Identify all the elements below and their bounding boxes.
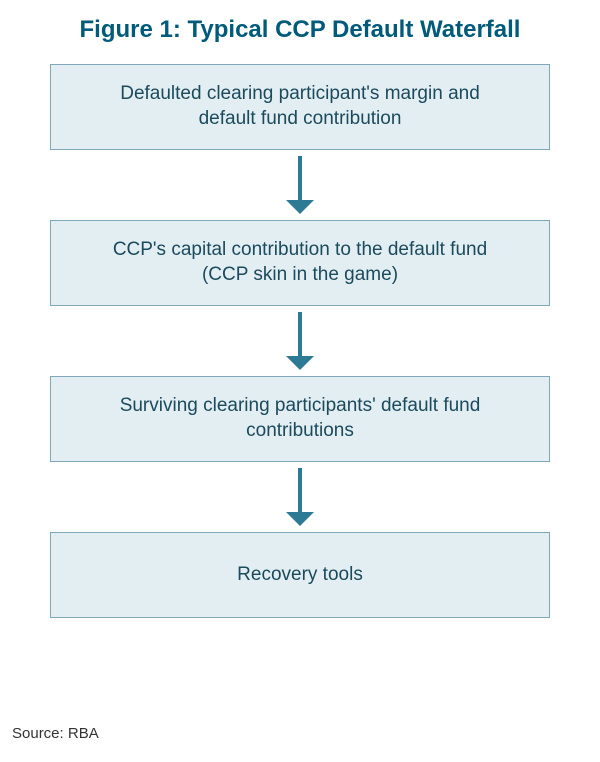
flow-arrow	[286, 150, 314, 220]
flow-node-label: Surviving clearing participants' default…	[91, 394, 509, 443]
flow-node-label: Recovery tools	[237, 563, 363, 588]
flow-node: Recovery tools	[50, 532, 550, 618]
flow-node-label: Defaulted clearing participant's margin …	[91, 82, 509, 131]
arrow-down-icon	[286, 468, 314, 526]
flow-node: CCP's capital contribution to the defaul…	[50, 220, 550, 306]
arrow-down-icon	[286, 156, 314, 214]
flow-node: Defaulted clearing participant's margin …	[50, 64, 550, 150]
flow-node: Surviving clearing participants' default…	[50, 376, 550, 462]
figure-title: Figure 1: Typical CCP Default Waterfall	[0, 0, 600, 64]
flow-arrow	[286, 306, 314, 376]
flow-node-label: CCP's capital contribution to the defaul…	[91, 238, 509, 287]
flow-arrow	[286, 462, 314, 532]
figure-source: Source: RBA	[12, 725, 99, 742]
arrow-down-icon	[286, 312, 314, 370]
flowchart: Defaulted clearing participant's margin …	[0, 64, 600, 618]
